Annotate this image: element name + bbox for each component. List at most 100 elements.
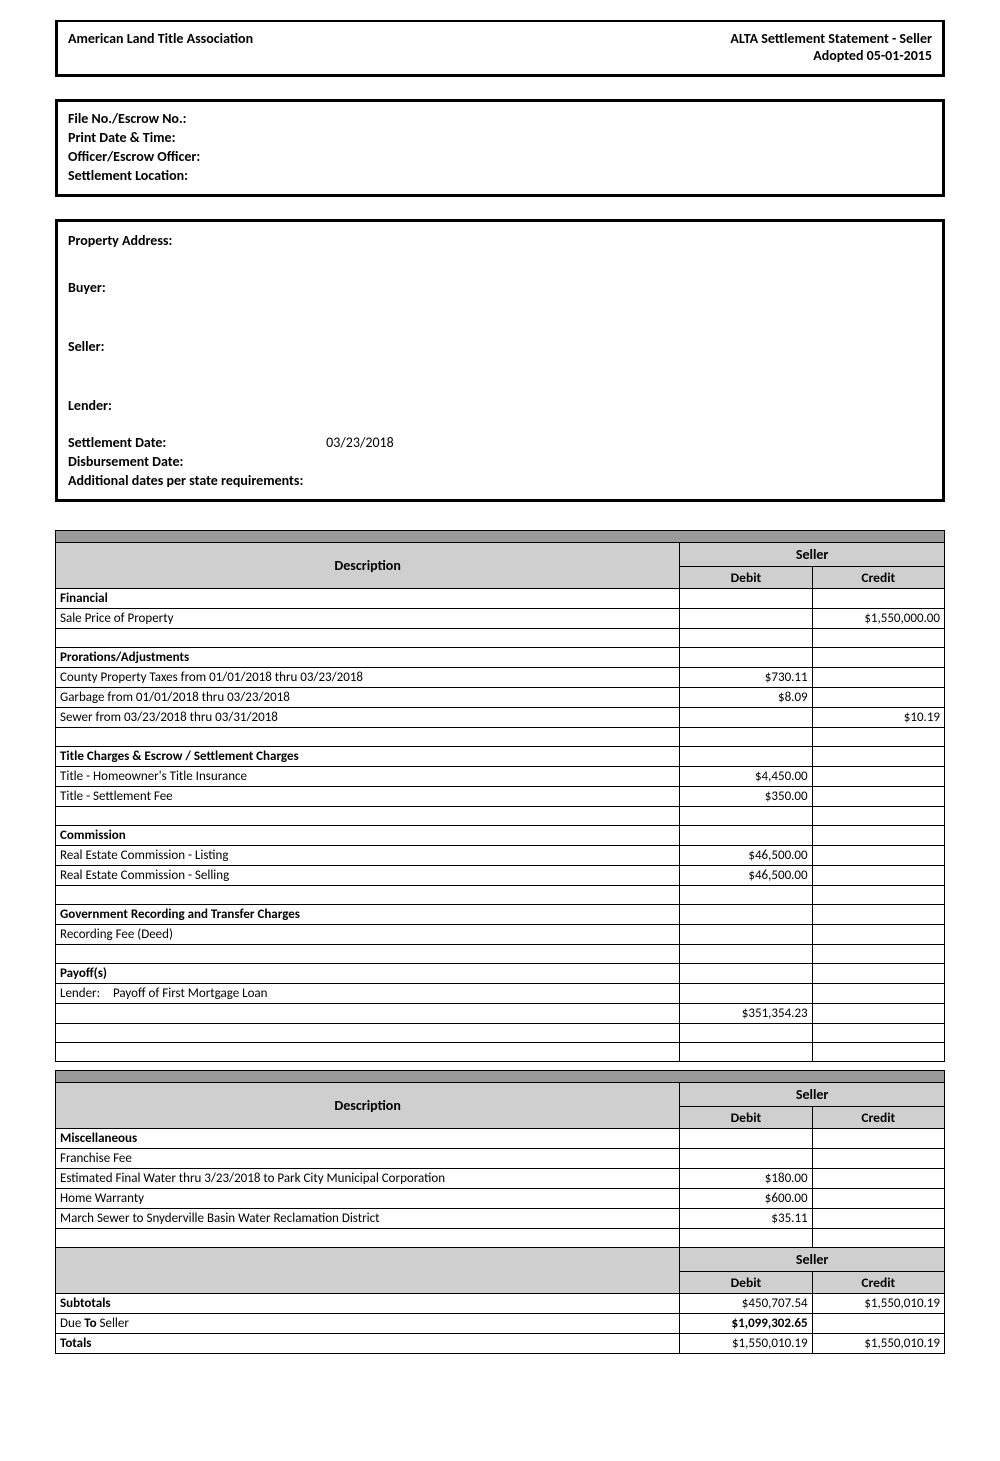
table-row: Sale Price of Property$1,550,000.00 bbox=[56, 608, 945, 628]
payoff-desc: Lender: Payoff of First Mortgage Loan bbox=[56, 983, 680, 1003]
item-credit bbox=[812, 865, 944, 885]
table-row bbox=[56, 1228, 945, 1247]
seller-header-2b: Seller bbox=[680, 1247, 945, 1271]
disbursement-date-label: Disbursement Date: bbox=[68, 453, 183, 470]
debit-header-2b: Debit bbox=[680, 1271, 812, 1293]
item-desc: Title - Homeowner's Title Insurance bbox=[56, 766, 680, 786]
section-label: Prorations/Adjustments bbox=[56, 647, 680, 667]
item-credit bbox=[812, 1208, 944, 1228]
item-debit bbox=[680, 1148, 812, 1168]
item-credit: $10.19 bbox=[812, 707, 944, 727]
party-box: Property Address: Buyer: Seller: Lender:… bbox=[55, 219, 945, 502]
section-label: Government Recording and Transfer Charge… bbox=[56, 904, 680, 924]
item-desc: March Sewer to Snyderville Basin Water R… bbox=[56, 1208, 680, 1228]
section-label: Title Charges & Escrow / Settlement Char… bbox=[56, 746, 680, 766]
item-debit: $730.11 bbox=[680, 667, 812, 687]
desc-header-2: Description bbox=[56, 1082, 680, 1128]
header-right: ALTA Settlement Statement - Seller Adopt… bbox=[730, 30, 932, 64]
item-credit bbox=[812, 667, 944, 687]
print-date-label: Print Date & Time: bbox=[68, 129, 932, 148]
subtotals-credit: $1,550,010.19 bbox=[812, 1293, 944, 1313]
due-row: Due To Seller $1,099,302.65 bbox=[56, 1313, 945, 1333]
item-desc: Garbage from 01/01/2018 thru 03/23/2018 bbox=[56, 687, 680, 707]
table-row bbox=[56, 806, 945, 825]
table-row: March Sewer to Snyderville Basin Water R… bbox=[56, 1208, 945, 1228]
item-desc: Estimated Final Water thru 3/23/2018 to … bbox=[56, 1168, 680, 1188]
totals-debit: $1,550,010.19 bbox=[680, 1333, 812, 1353]
totals-label: Totals bbox=[56, 1333, 680, 1353]
credit-header: Credit bbox=[812, 566, 944, 588]
item-desc bbox=[56, 1003, 680, 1023]
settlement-date-label: Settlement Date: bbox=[68, 434, 323, 451]
table-row: Real Estate Commission - Selling$46,500.… bbox=[56, 865, 945, 885]
due-debit: $1,099,302.65 bbox=[680, 1313, 812, 1333]
item-debit bbox=[680, 924, 812, 944]
table-row: Title - Homeowner's Title Insurance$4,45… bbox=[56, 766, 945, 786]
item-debit: $351,354.23 bbox=[680, 1003, 812, 1023]
section-label: Payoff(s) bbox=[56, 963, 680, 983]
page: American Land Title Association ALTA Set… bbox=[0, 0, 1000, 1384]
table-row: Title Charges & Escrow / Settlement Char… bbox=[56, 746, 945, 766]
settlement-date-value: 03/23/2018 bbox=[326, 434, 394, 451]
item-debit bbox=[680, 608, 812, 628]
item-desc: County Property Taxes from 01/01/2018 th… bbox=[56, 667, 680, 687]
seller-label: Seller: bbox=[68, 338, 104, 355]
table2-top-rule bbox=[56, 1070, 945, 1082]
subtotals-debit: $450,707.54 bbox=[680, 1293, 812, 1313]
item-debit: $600.00 bbox=[680, 1188, 812, 1208]
buyer-label: Buyer: bbox=[68, 279, 106, 296]
subtotals-row: Subtotals $450,707.54 $1,550,010.19 bbox=[56, 1293, 945, 1313]
table2-header-row-1: Description Seller bbox=[56, 1082, 945, 1106]
additional-dates-row: Additional dates per state requirements: bbox=[68, 472, 932, 489]
item-debit bbox=[680, 707, 812, 727]
item-credit bbox=[812, 1148, 944, 1168]
additional-dates-label: Additional dates per state requirements: bbox=[68, 472, 303, 489]
item-credit bbox=[812, 1003, 944, 1023]
table-row: Recording Fee (Deed) bbox=[56, 924, 945, 944]
statement-table-2: Description Seller Debit Credit Miscella… bbox=[55, 1070, 945, 1354]
table-row bbox=[56, 1023, 945, 1042]
header-box: American Land Title Association ALTA Set… bbox=[55, 20, 945, 77]
due-credit bbox=[812, 1313, 944, 1333]
section-label: Miscellaneous bbox=[56, 1128, 680, 1148]
item-debit: $350.00 bbox=[680, 786, 812, 806]
table-row: Sewer from 03/23/2018 thru 03/31/2018 $10… bbox=[56, 707, 945, 727]
item-desc: Recording Fee (Deed) bbox=[56, 924, 680, 944]
item-debit: $46,500.00 bbox=[680, 865, 812, 885]
item-debit: $180.00 bbox=[680, 1168, 812, 1188]
item-desc: Home Warranty bbox=[56, 1188, 680, 1208]
item-credit bbox=[812, 1168, 944, 1188]
desc-header: Description bbox=[56, 542, 680, 588]
table-row bbox=[56, 885, 945, 904]
section-label: Commission bbox=[56, 825, 680, 845]
table-row: Title - Settlement Fee$350.00 bbox=[56, 786, 945, 806]
table-row bbox=[56, 628, 945, 647]
item-desc: Sale Price of Property bbox=[56, 608, 680, 628]
location-label: Settlement Location: bbox=[68, 167, 932, 186]
table-row: Home Warranty$600.00 bbox=[56, 1188, 945, 1208]
table-row: Commission bbox=[56, 825, 945, 845]
item-desc: Franchise Fee bbox=[56, 1148, 680, 1168]
officer-label: Officer/Escrow Officer: bbox=[68, 148, 932, 167]
settlement-date-row: Settlement Date: 03/23/2018 bbox=[68, 434, 932, 451]
item-credit bbox=[812, 1188, 944, 1208]
item-debit: $8.09 bbox=[680, 687, 812, 707]
table-row: Garbage from 01/01/2018 thru 03/23/2018$… bbox=[56, 687, 945, 707]
item-credit bbox=[812, 687, 944, 707]
credit-header-2: Credit bbox=[812, 1106, 944, 1128]
item-credit bbox=[812, 766, 944, 786]
lender-label: Lender: bbox=[68, 397, 112, 414]
table-header-row-1: Description Seller bbox=[56, 542, 945, 566]
lender-row: Lender: bbox=[68, 397, 932, 414]
table-row: $351,354.23 bbox=[56, 1003, 945, 1023]
item-debit: $46,500.00 bbox=[680, 845, 812, 865]
statement-table-1: Description Seller Debit Credit Financia… bbox=[55, 530, 945, 1062]
table-row: Miscellaneous bbox=[56, 1128, 945, 1148]
doc-adopted: Adopted 05-01-2015 bbox=[730, 47, 932, 64]
item-desc: Real Estate Commission - Selling bbox=[56, 865, 680, 885]
item-desc: Sewer from 03/23/2018 thru 03/31/2018 bbox=[56, 707, 680, 727]
org-name: American Land Title Association bbox=[68, 30, 253, 64]
item-credit bbox=[812, 845, 944, 865]
table-row bbox=[56, 944, 945, 963]
item-desc: Title - Settlement Fee bbox=[56, 786, 680, 806]
